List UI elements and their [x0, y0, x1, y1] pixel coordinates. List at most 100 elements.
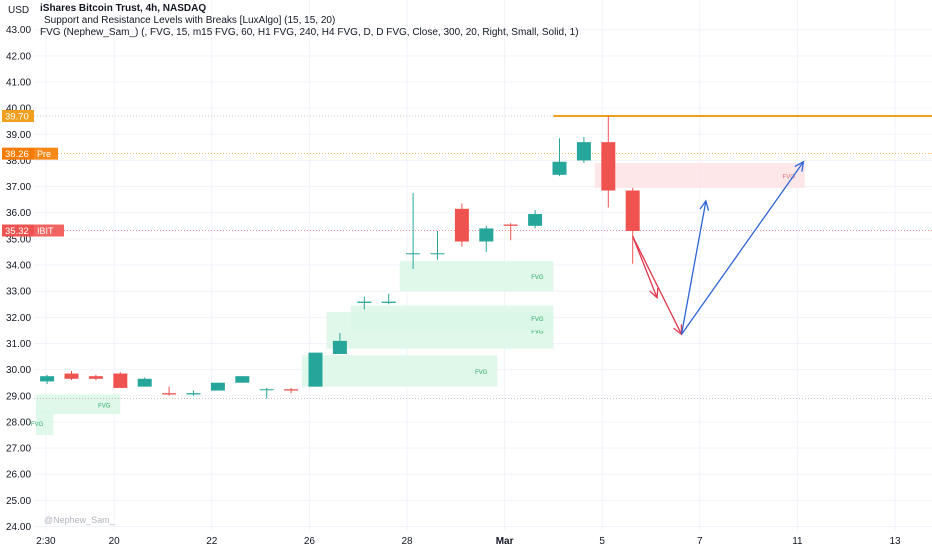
candle[interactable] [406, 193, 421, 269]
fvg-label: FVG [783, 174, 796, 180]
candle[interactable] [40, 374, 55, 385]
price-labels: 39.70 38.26 Pre 35.32 IBIT [2, 109, 64, 237]
x-tick-label: 28 [401, 536, 413, 547]
arrow-up[interactable] [680, 160, 805, 335]
candle-body [601, 142, 616, 191]
fvg-zone [350, 305, 554, 331]
candle[interactable] [625, 187, 640, 264]
candle-body [576, 142, 591, 161]
price-tag-value: 35.32 [5, 226, 29, 237]
y-tick-label: 29.00 [6, 391, 31, 402]
x-tick-label: 22 [206, 536, 218, 547]
x-tick-label: 2:30 [36, 536, 56, 547]
y-tick-label: 41.00 [6, 77, 31, 88]
candle[interactable] [88, 374, 103, 381]
y-tick-label: 33.00 [6, 287, 31, 298]
candle[interactable] [503, 223, 518, 241]
arrow-shaft [632, 235, 683, 335]
y-tick-label: 26.00 [6, 470, 31, 481]
fvg-zones: FVG FVG FVG FVG FVG FVG FVG [31, 163, 805, 436]
fvg-label: FVG [531, 275, 544, 281]
arrow-head [699, 199, 710, 211]
candle[interactable] [259, 387, 274, 399]
candle[interactable] [64, 370, 79, 381]
price-tag-value: 39.70 [5, 111, 29, 122]
candle[interactable] [210, 382, 225, 391]
arrow-up[interactable] [680, 199, 710, 335]
candle[interactable] [162, 386, 177, 396]
candle-body [162, 393, 177, 395]
candle-body [137, 378, 152, 387]
price-tag-bg [2, 147, 34, 160]
candle[interactable] [430, 231, 445, 260]
x-tick-label: 26 [304, 536, 316, 547]
y-tick-label: 43.00 [6, 25, 31, 36]
y-tick-label: 30.00 [6, 365, 31, 376]
candle-body [88, 376, 103, 379]
y-axis[interactable]: 24.00 25.00 26.00 27.00 28.00 29.00 30.00 31.00… [6, 25, 31, 533]
y-tick-label: 25.00 [6, 496, 31, 507]
symbol-title[interactable]: iShares Bitcoin Trust, 4h, NASDAQ [40, 3, 207, 14]
arrow-shaft [632, 236, 658, 298]
y-tick-label: 37.00 [6, 182, 31, 193]
candle[interactable] [454, 203, 469, 247]
candle[interactable] [332, 333, 347, 354]
price-tag-name: IBIT [37, 226, 54, 236]
arrow-shaft [680, 161, 805, 335]
y-tick-label: 27.00 [6, 444, 31, 455]
price-tag-name-bg [34, 224, 64, 237]
y-tick-label: 42.00 [6, 51, 31, 62]
price-tag-bg [2, 109, 34, 122]
candle[interactable] [235, 376, 250, 383]
fvg-label: FVG [98, 403, 111, 409]
fvg-label: FVG [31, 422, 44, 428]
fvg-zone [36, 411, 54, 436]
x-tick-label: 5 [599, 536, 605, 547]
candle[interactable] [528, 210, 543, 229]
candle[interactable] [186, 390, 201, 396]
candle-body [259, 389, 274, 391]
candle[interactable] [552, 138, 567, 177]
author-watermark: @Nephew_Sam_ [44, 515, 115, 525]
y-tick-label: 40.00 [6, 104, 31, 115]
candle-body [332, 340, 347, 354]
candle[interactable] [357, 296, 372, 310]
price-tag: 38.26 Pre [2, 147, 58, 160]
candle-body [406, 253, 421, 255]
x-tick-label: 7 [697, 536, 703, 547]
y-tick-label: 38.00 [6, 156, 31, 167]
candle-body [381, 301, 396, 303]
x-tick-label: 13 [889, 536, 901, 547]
projection-arrows[interactable] [632, 160, 805, 336]
candle[interactable] [137, 377, 152, 387]
x-tick-label: 11 [792, 536, 803, 547]
y-tick-label: 31.00 [6, 339, 31, 350]
price-tag-name: Pre [37, 149, 51, 159]
indicator-sr-legend[interactable]: Support and Resistance Levels with Break… [44, 15, 336, 26]
fvg-label: FVG [475, 370, 488, 376]
candle-body [210, 382, 225, 391]
candle[interactable] [601, 115, 616, 208]
candle[interactable] [308, 352, 323, 387]
arrow-head [794, 160, 805, 172]
x-axis[interactable]: 2:30 20 22 26 28 Mar 5 7 11 13 [36, 536, 901, 547]
fvg-label: FVG [531, 317, 544, 323]
arrow-shaft [680, 200, 707, 335]
candle[interactable] [113, 372, 128, 388]
indicator-fvg-legend[interactable]: FVG (Nephew_Sam_) (, FVG, 15, m15 FVG, 6… [40, 27, 579, 38]
x-tick-label: 20 [109, 536, 121, 547]
candle-body [64, 373, 79, 379]
candle[interactable] [284, 387, 299, 394]
candles[interactable] [40, 115, 640, 399]
candle[interactable] [576, 136, 591, 164]
price-tag: 35.32 IBIT [2, 224, 64, 237]
candle-body [503, 224, 518, 226]
candle[interactable] [479, 225, 494, 252]
candle[interactable] [381, 293, 396, 305]
fvg-zone [594, 163, 805, 188]
candle-body [528, 214, 543, 226]
arrow-head [649, 287, 659, 300]
y-tick-label: 35.00 [6, 234, 31, 245]
arrow-down[interactable] [632, 236, 659, 300]
